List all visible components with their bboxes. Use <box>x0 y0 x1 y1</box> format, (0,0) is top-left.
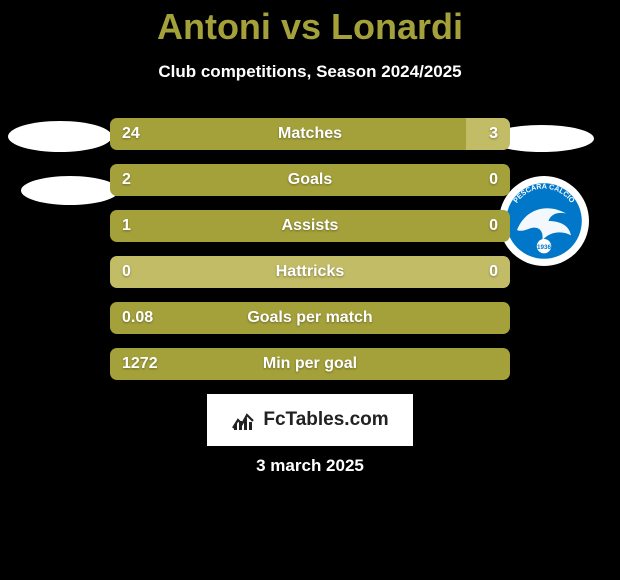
watermark: FcTables.com <box>207 394 413 446</box>
page-title: Antoni vs Lonardi <box>0 0 620 48</box>
stat-row: 10Assists <box>110 210 510 242</box>
svg-text:1936: 1936 <box>537 244 552 251</box>
stat-row: 0.08Goals per match <box>110 302 510 334</box>
comparison-card: Antoni vs Lonardi Club competitions, Sea… <box>0 0 620 580</box>
watermark-text: FcTables.com <box>263 409 388 431</box>
title-separator: vs <box>281 6 321 47</box>
player-a-photo-placeholder-2 <box>21 176 119 205</box>
stat-label: Goals per match <box>110 309 510 327</box>
stats-bars: 243Matches 20Goals 10Assists 00Hattricks 0.0… <box>110 118 510 394</box>
player-a-name: Antoni <box>157 6 271 47</box>
stat-label: Hattricks <box>110 263 510 281</box>
stat-row: 00Hattricks <box>110 256 510 288</box>
dolphin-icon: PESCARA CALCIO 1936 <box>499 176 589 266</box>
date-stamp: 3 march 2025 <box>0 456 620 476</box>
club-badge-pescara: PESCARA CALCIO 1936 <box>499 176 589 266</box>
stat-label: Matches <box>110 125 510 143</box>
player-b-name: Lonardi <box>331 6 463 47</box>
stat-label: Goals <box>110 171 510 189</box>
player-a-photo-placeholder-1 <box>8 121 112 152</box>
subtitle: Club competitions, Season 2024/2025 <box>0 62 620 82</box>
stat-label: Min per goal <box>110 355 510 373</box>
stat-row: 243Matches <box>110 118 510 150</box>
stat-row: 20Goals <box>110 164 510 196</box>
chart-icon <box>231 408 255 432</box>
stat-row: 1272Min per goal <box>110 348 510 380</box>
stat-label: Assists <box>110 217 510 235</box>
